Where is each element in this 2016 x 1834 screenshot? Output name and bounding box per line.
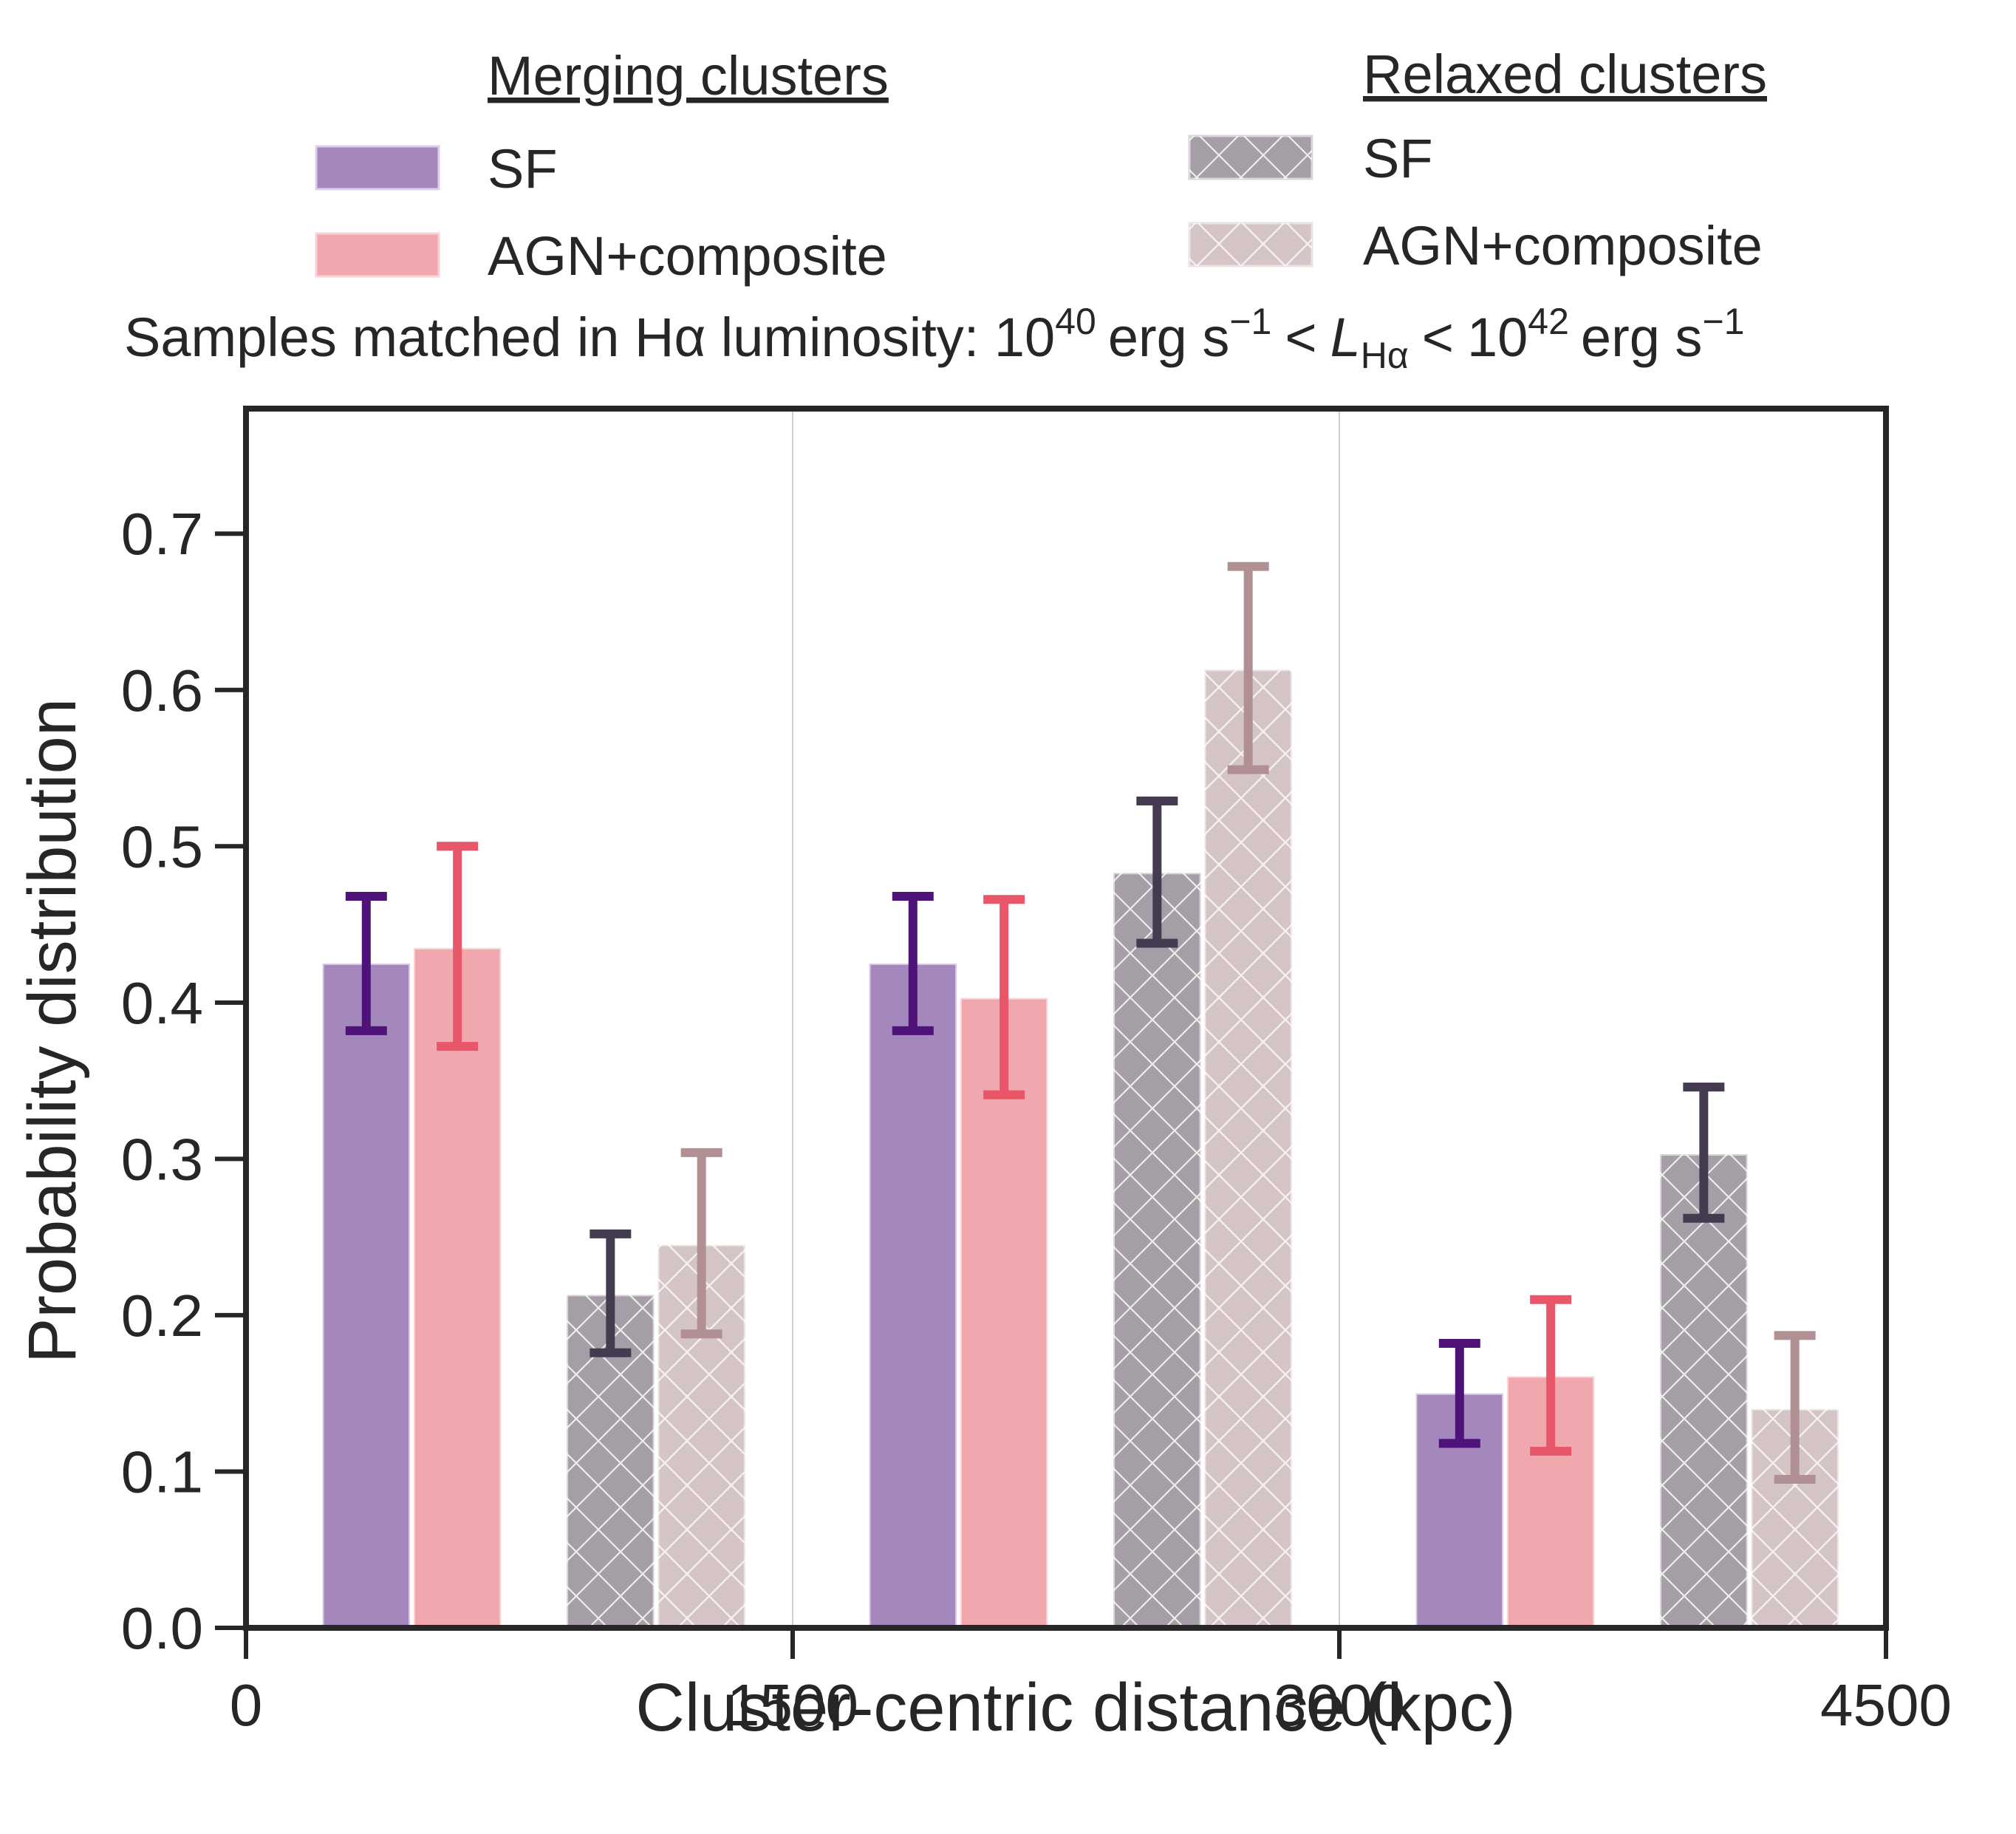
title-lt-1: < — [1285, 307, 1316, 368]
ytick-label-2: 0.2 — [121, 1283, 203, 1349]
title-unit-exp-2: −1 — [1702, 301, 1744, 342]
error-bars — [345, 562, 1816, 1484]
legend-merging-sf-swatch — [315, 145, 440, 191]
bar-s0-0 — [321, 961, 412, 1629]
x-axis-label: Cluster-centric distance (kpc) — [635, 1670, 1515, 1745]
title-unit-2: erg s — [1581, 307, 1703, 368]
legend-merging-heading: Merging clusters — [488, 45, 889, 106]
xtick-label-2: 3000 — [1274, 1672, 1405, 1738]
ytick-label-4: 0.4 — [121, 970, 203, 1036]
legend-relaxed-sf-hatch — [1189, 136, 1312, 179]
title-text: Samples matched in Hα luminosity: — [124, 307, 994, 368]
legend-merging-agn-label: AGN+composite — [488, 225, 887, 287]
title-lower-base: 10 — [994, 307, 1055, 368]
legend-relaxed-sf-label: SF — [1363, 128, 1433, 189]
title-unit-exp-1: −1 — [1229, 301, 1271, 342]
title-upper-exp: 42 — [1528, 301, 1569, 342]
legend-relaxed-heading: Relaxed clusters — [1363, 44, 1767, 105]
xtick-label-1: 1500 — [727, 1672, 858, 1738]
bar-s1-1 — [958, 996, 1050, 1629]
title-symbol: L — [1330, 307, 1361, 368]
legend-relaxed: Relaxed clusters SF AGN+composite — [1188, 44, 1767, 276]
title-upper-base: 10 — [1467, 307, 1528, 368]
ytick-label-3: 0.3 — [121, 1126, 203, 1192]
ytick-label-7: 0.7 — [121, 501, 203, 567]
legend-relaxed-agn-label: AGN+composite — [1363, 215, 1763, 276]
bar-s0-1 — [867, 961, 958, 1629]
ytick-label-0: 0.0 — [121, 1595, 203, 1661]
ytick-label-1: 0.1 — [121, 1439, 203, 1504]
xtick-label-0: 0 — [230, 1672, 263, 1738]
bar-hatch-s3-1 — [1204, 669, 1292, 1628]
ytick-label-5: 0.5 — [121, 814, 203, 879]
bars — [321, 668, 1840, 1630]
legend-merging-agn-swatch — [315, 232, 440, 278]
title-symbol-sub: Hα — [1361, 335, 1409, 376]
legend-relaxed-agn-hatch — [1189, 223, 1312, 266]
xtick-label-3: 4500 — [1820, 1672, 1952, 1738]
gridlines — [792, 409, 1340, 1628]
title-lt-2: < — [1422, 307, 1454, 368]
title-lower-exp: 40 — [1055, 301, 1096, 342]
bar-hatch-s2-1 — [1113, 873, 1201, 1628]
legend-merging: Merging clusters SF AGN+composite — [315, 45, 889, 287]
plot-frame — [243, 406, 1889, 1631]
legend-merging-sf-label: SF — [488, 138, 558, 200]
chart-title: Samples matched in Hα luminosity: 1040 er… — [124, 301, 1744, 376]
title-unit-1: erg s — [1108, 307, 1230, 368]
ytick-label-6: 0.6 — [121, 658, 203, 723]
bar-hatch-s2-2 — [1660, 1154, 1748, 1628]
axes: 0.0 0.1 0.2 0.3 0.4 0.5 0.6 0.7 0 1500 3000 4500 — [121, 406, 1952, 1738]
bar-s1-0 — [411, 946, 503, 1630]
y-axis-label: Probability distribution — [15, 698, 90, 1363]
